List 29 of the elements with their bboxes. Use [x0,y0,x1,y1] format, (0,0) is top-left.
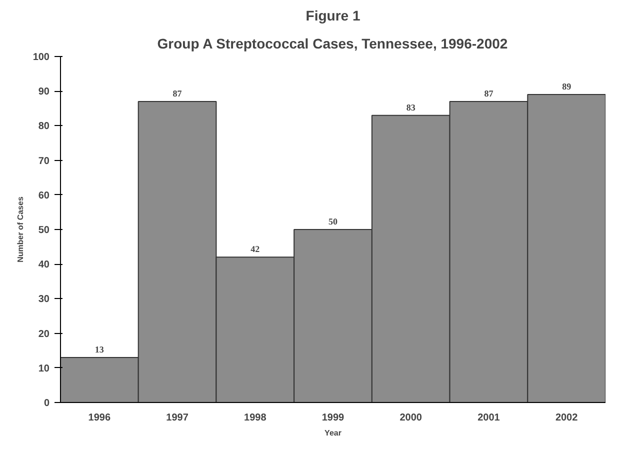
y-tick-label: 50 [38,225,50,236]
y-tick-label: 100 [32,52,50,63]
data-label: 13 [94,344,104,355]
data-label: 87 [172,88,182,98]
y-tick-label: 60 [38,190,50,202]
x-tick-label: 2001 [478,412,500,424]
x-tick-label: 2002 [555,412,578,424]
x-tick-label: 2000 [400,412,422,424]
data-label: 83 [406,102,416,112]
y-tick-label: 0 [44,398,50,409]
x-axis-title: Year [324,428,342,438]
data-label: 42 [250,244,260,254]
chart-title: Figure 1 [306,8,360,24]
x-tick-label: 1998 [244,412,267,424]
chart-subtitle: Group A Streptococcal Cases, Tennessee, 1996-2002 [157,36,508,52]
y-tick-label: 30 [38,294,50,306]
y-tick-label: 20 [38,328,50,340]
x-tick-label: 1997 [166,412,189,424]
data-label: 87 [484,88,494,98]
x-tick-label: 1996 [88,412,111,424]
y-tick-label: 90 [38,86,50,98]
data-label: 50 [328,216,338,226]
y-tick-label: 70 [38,156,50,167]
y-axis-title: Number of Cases [16,196,25,262]
y-tick-label: 80 [38,121,50,132]
y-tick-label: 40 [38,260,50,271]
x-tick-label: 1999 [322,412,345,424]
y-tick-label: 10 [38,363,50,374]
data-label: 89 [562,82,572,92]
